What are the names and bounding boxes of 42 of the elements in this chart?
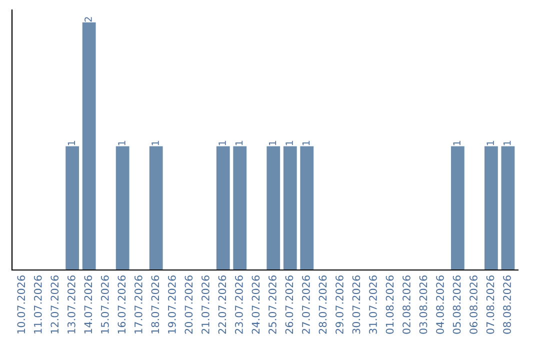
x-tick-label: 18.07.2026 [151, 276, 160, 334]
x-tick-label: 11.07.2026 [34, 276, 42, 334]
x-tick-label: 15.07.2026 [100, 276, 109, 334]
x-tick-label: 31.07.2026 [369, 276, 377, 334]
data-label: 1 [118, 140, 126, 146]
data-label: 1 [268, 140, 276, 146]
x-tick-label: 29.07.2026 [336, 276, 344, 334]
x-tick-label: 05.08.2026 [452, 276, 461, 334]
x-tick-label: 22.07.2026 [218, 276, 226, 334]
x-tick-label: 20.07.2026 [184, 276, 193, 334]
x-tick-label: 25.07.2026 [268, 276, 276, 334]
x-tick-label: 21.07.2026 [202, 276, 210, 334]
data-label: 1 [218, 140, 226, 146]
x-tick-label: 16.07.2026 [118, 276, 126, 334]
x-tick-label: 19.07.2026 [168, 276, 176, 334]
data-label: 1 [68, 140, 75, 146]
x-tick-label: 03.08.2026 [419, 276, 428, 334]
data-label: 1 [152, 140, 159, 146]
x-tick-label: 07.08.2026 [486, 276, 494, 334]
x-tick-label: 14.07.2026 [84, 276, 92, 334]
x-tick-label: 17.07.2026 [134, 276, 142, 334]
x-tick-label: 23.07.2026 [235, 276, 243, 334]
x-tick-label: 10.07.2026 [17, 276, 26, 334]
data-label: 1 [286, 140, 293, 146]
data-label: 1 [504, 140, 511, 146]
x-tick-label: 27.07.2026 [302, 276, 310, 334]
x-tick-label: 30.07.2026 [352, 276, 360, 334]
data-label: 2 [84, 17, 92, 22]
data-label: 1 [235, 140, 243, 146]
x-tick-label: 24.07.2026 [252, 276, 260, 334]
x-tick-label: 08.08.2026 [503, 276, 511, 334]
x-tick-label: 26.07.2026 [285, 276, 294, 334]
x-tick-label: 02.08.2026 [402, 276, 410, 334]
data-label: 1 [486, 140, 494, 146]
data-label: 1 [453, 140, 460, 146]
x-tick-label: 28.07.2026 [318, 276, 327, 334]
data-label: 1 [302, 140, 310, 146]
x-tick-label: 01.08.2026 [386, 276, 394, 334]
x-tick-label: 06.08.2026 [470, 276, 478, 334]
x-tick-label: 04.08.2026 [436, 276, 444, 334]
x-tick-label: 12.07.2026 [50, 276, 59, 334]
x-tick-label: 13.07.2026 [67, 276, 76, 334]
